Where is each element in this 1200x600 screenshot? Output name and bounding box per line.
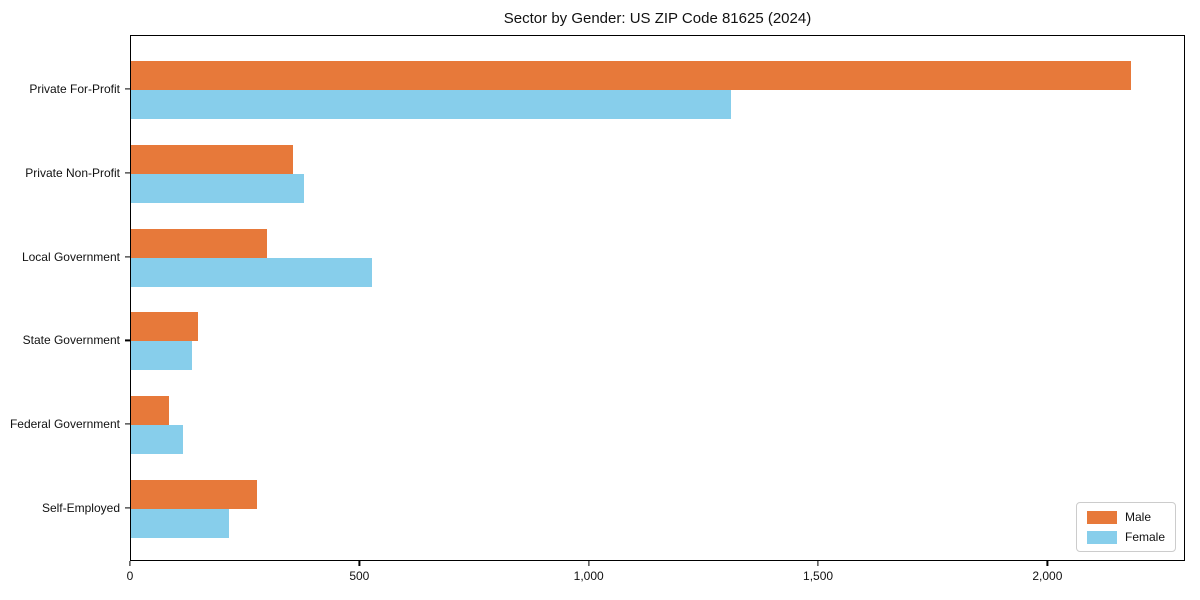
male-bar (131, 144, 294, 174)
male-bar (131, 228, 267, 258)
legend-swatch-female (1086, 530, 1117, 544)
y-tick-label: State Government (22, 333, 120, 348)
y-tick-mark (125, 339, 130, 341)
y-tick-mark (125, 172, 130, 174)
male-bar (131, 396, 169, 426)
legend-entry-male: Male (1086, 510, 1165, 524)
x-tick-label: 0 (126, 569, 134, 583)
female-bar (131, 173, 305, 203)
y-tick-label: Private Non-Profit (25, 165, 120, 180)
male-bar (131, 312, 198, 342)
y-tick-mark (125, 256, 130, 258)
chart-title: Sector by Gender: US ZIP Code 81625 (202… (503, 10, 812, 27)
male-bar (131, 480, 258, 509)
x-tick-mark (358, 561, 360, 566)
male-bar (131, 61, 1132, 90)
x-tick-label: 2,000 (1032, 569, 1063, 583)
plot-area: Male Female (130, 35, 1185, 561)
y-tick-label: Self-Employed (41, 501, 120, 515)
female-bar (131, 257, 373, 287)
y-tick-label: Private For-Profit (29, 82, 120, 96)
legend-label: Male (1124, 510, 1151, 524)
x-tick-label: 1,000 (573, 569, 604, 583)
y-tick-label: Local Government (21, 249, 120, 264)
x-tick-mark (817, 561, 819, 566)
legend-swatch-male (1086, 510, 1117, 524)
x-tick-mark (129, 561, 131, 566)
female-bar (131, 90, 731, 119)
y-tick-label: Federal Government (9, 417, 120, 432)
y-tick-mark (125, 507, 130, 509)
legend-entry-female: Female (1086, 530, 1165, 544)
female-bar (131, 341, 192, 371)
female-bar (131, 509, 229, 538)
y-tick-mark (125, 423, 130, 425)
x-tick-mark (588, 561, 590, 566)
x-tick-label: 1,500 (803, 569, 834, 583)
x-tick-mark (1046, 561, 1048, 566)
legend: Male Female (1075, 502, 1176, 552)
x-tick-label: 500 (349, 569, 370, 583)
y-tick-mark (125, 88, 130, 90)
female-bar (131, 425, 183, 455)
legend-label: Female (1124, 530, 1165, 544)
